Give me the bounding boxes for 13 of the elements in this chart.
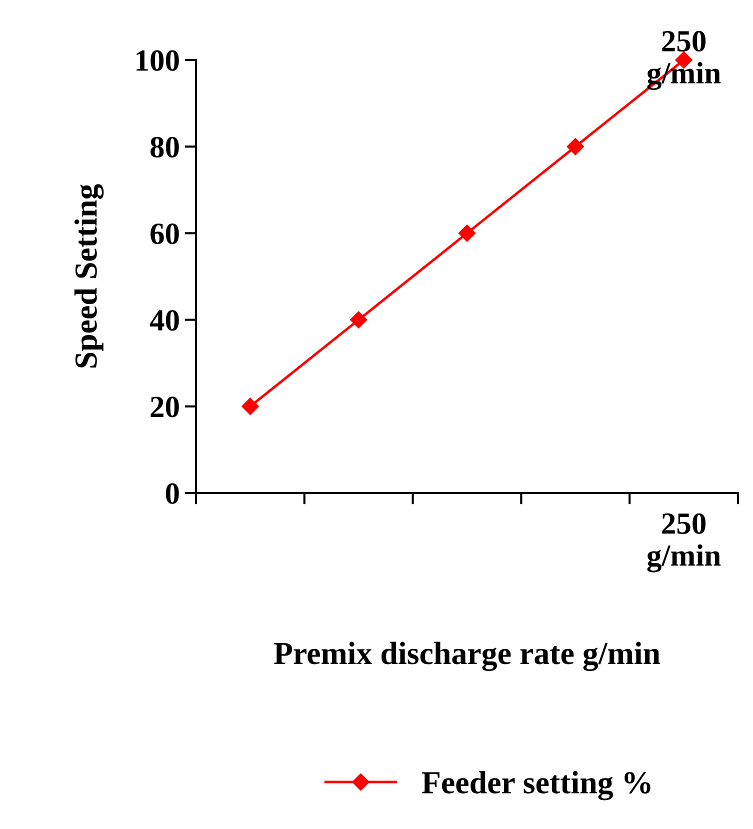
y-axis-title: Speed Setting: [74, 184, 104, 368]
point: [458, 224, 476, 242]
legend-label: Feeder setting %: [422, 771, 650, 800]
point: [242, 398, 259, 415]
point: [566, 138, 584, 156]
y-tick-label: 80: [150, 136, 179, 158]
y-tick-label: 100: [136, 50, 179, 71]
y-tick-label: 60: [150, 223, 179, 244]
x-axis-title: Premix discharge rate g/min: [274, 642, 660, 672]
point: [350, 311, 368, 328]
y-tick-label: 40: [150, 310, 179, 331]
y-tick-label: 20: [150, 396, 179, 418]
y-tick-label: 0: [166, 483, 179, 504]
